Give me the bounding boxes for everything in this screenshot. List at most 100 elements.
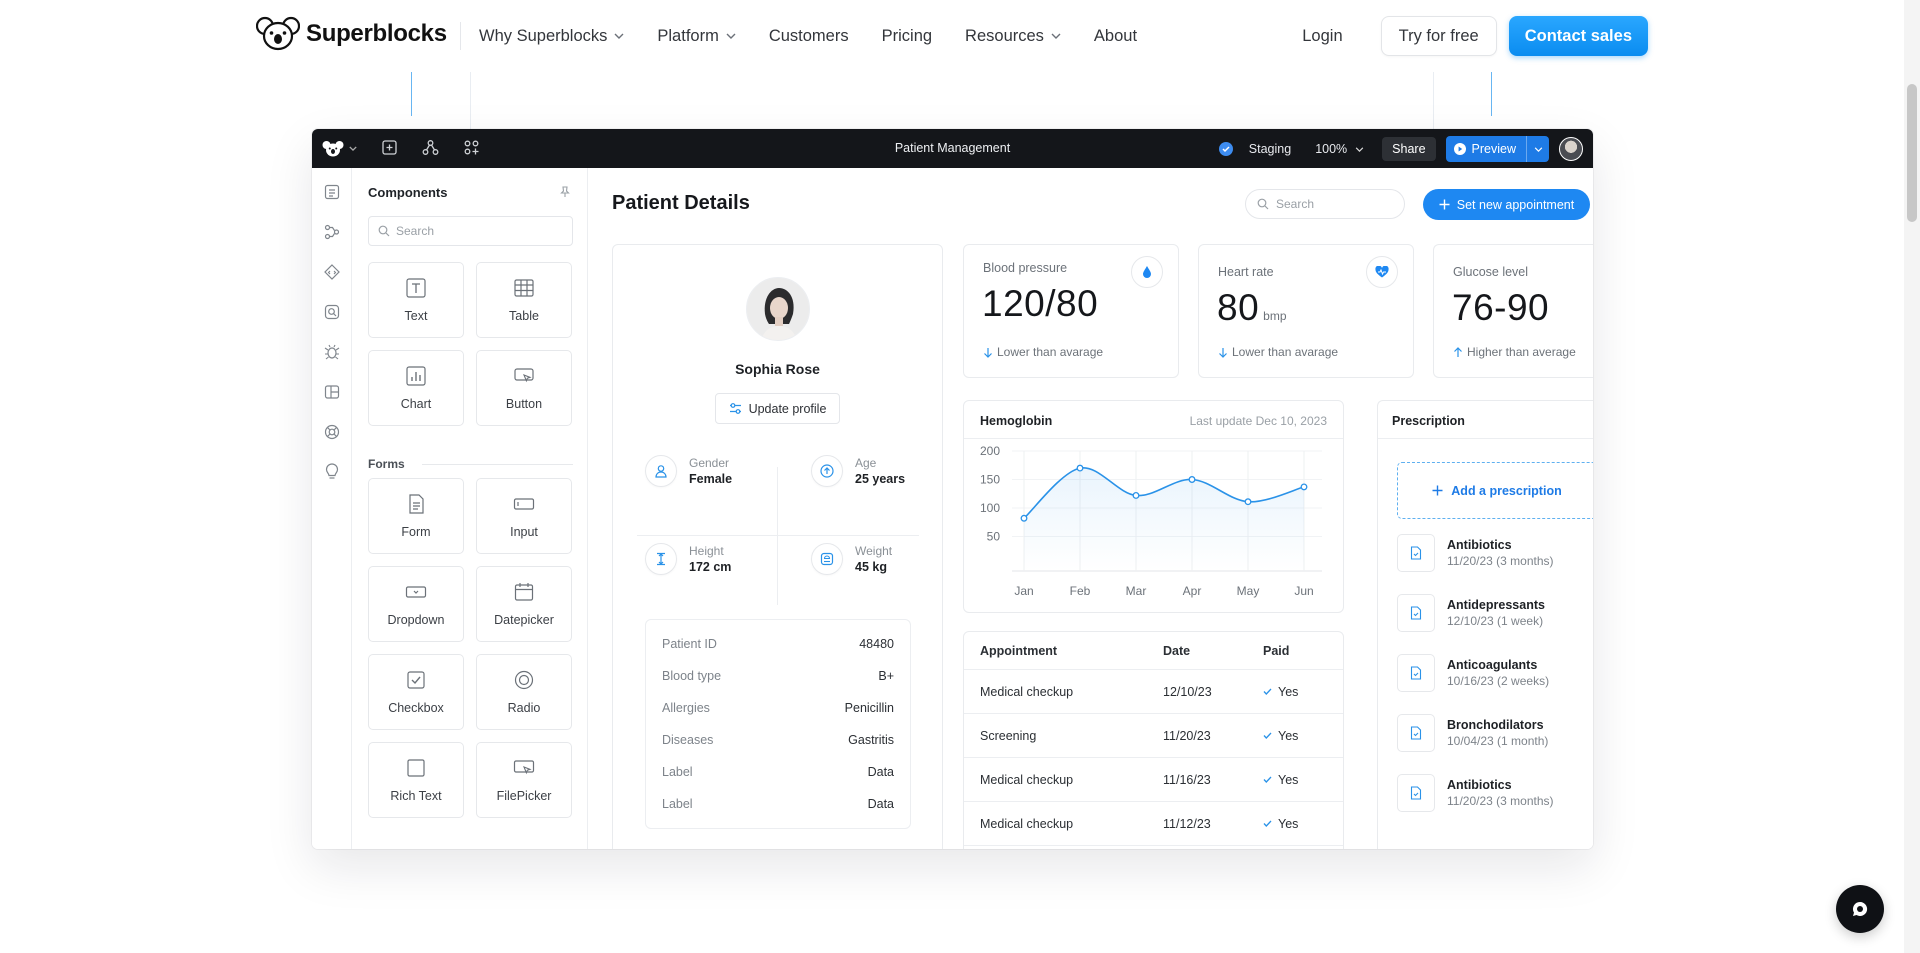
button-label: Update profile [748,401,827,416]
component-filepicker[interactable]: FilePicker [476,742,572,818]
set-new-appointment-button[interactable]: Set new appointment [1423,189,1590,220]
stats-divider [777,467,778,605]
scrollbar-thumb[interactable] [1907,84,1917,222]
add-component-icon[interactable] [381,139,398,156]
prescription-item[interactable]: Antibiotics 11/20/23 (3 months) [1397,774,1554,812]
chart-data-point [1188,476,1196,483]
preview-button-group: Preview [1445,136,1549,162]
table-row[interactable]: Medical checkup 12/10/23 Yes [964,670,1343,714]
chart-y-tick-label: 50 [987,530,1001,544]
table-row[interactable]: Screening 11/20/23 Yes [964,714,1343,758]
component-datepicker[interactable]: Datepicker [476,566,572,642]
glucose-level-card: Glucose level 76-90 Higher than average [1433,244,1593,378]
login-link[interactable]: Login [1302,26,1343,45]
nav-platform[interactable]: Platform [657,24,736,48]
try-for-free-button[interactable]: Try for free [1380,16,1497,56]
prescription-item[interactable]: Anticoagulants 10/16/23 (2 weeks) [1397,654,1549,692]
table-row[interactable]: Medical checkup 11/12/23 Yes [964,802,1343,846]
metric-label: Blood pressure [983,261,1068,275]
nav-why-superblocks[interactable]: Why Superblocks [479,24,624,48]
component-form[interactable]: Form [368,478,464,554]
column-header-date[interactable]: Date [1163,643,1191,658]
nav-pricing[interactable]: Pricing [882,24,932,48]
add-prescription-button[interactable]: Add a prescription [1397,462,1593,519]
chart-data-point [1300,483,1308,491]
pages-icon[interactable] [323,183,341,201]
theme-icon[interactable] [323,383,341,401]
info-value: Gastritis [848,733,894,747]
prescription-name: Anticoagulants [1447,658,1538,672]
cell-paid: Yes [1263,685,1298,699]
components-search-input[interactable]: Search [368,216,573,246]
prescription-item[interactable]: Antibiotics 11/20/23 (3 months) [1397,534,1554,572]
component-checkbox[interactable]: Checkbox [368,654,464,730]
pin-icon[interactable] [559,186,571,198]
prescription-detail: 10/16/23 (2 weeks) [1447,674,1550,688]
nav-resources[interactable]: Resources [965,24,1061,48]
patient-name: Sophia Rose [735,361,820,377]
search-code-icon[interactable] [323,303,341,321]
column-header-appointment[interactable]: Appointment [980,643,1058,658]
component-input[interactable]: Input [476,478,572,554]
component-rich-text[interactable]: Rich Text [368,742,464,818]
cell-paid: Yes [1263,729,1298,743]
chevron-down-icon[interactable] [349,146,357,151]
workflow-icon[interactable] [422,139,439,156]
prescription-name: Antibiotics [1447,778,1512,792]
play-icon [1453,143,1466,155]
hemoglobin-card: Hemoglobin Last update Dec 10, 2023 200 1… [963,400,1344,613]
trend-text: Lower than avarage [1232,345,1339,359]
input-icon [513,498,535,510]
stat-value: Female [689,472,733,486]
chat-launcher-button[interactable] [1836,885,1884,933]
prescription-item[interactable]: Bronchodilators 10/04/23 (1 month) [1397,714,1548,752]
component-dropdown[interactable]: Dropdown [368,566,464,642]
tile-label: Datepicker [494,613,554,627]
patient-profile-card: Sophia Rose Update profile Gender Female … [612,244,943,849]
deployed-check-icon [1218,142,1233,156]
bug-icon[interactable] [323,343,341,361]
appointments-table: Appointment Date Paid Medical checkup 12… [963,631,1344,849]
nav-about[interactable]: About [1094,24,1137,48]
height-stat: Height 172 cm [645,543,731,575]
stat-value: 45 kg [855,560,887,574]
stat-value: 172 cm [689,560,732,574]
app-title: Patient Management [894,141,1011,155]
component-table[interactable]: Table [476,262,572,338]
koala-logo-icon[interactable] [322,140,344,158]
lightbulb-icon[interactable] [323,463,341,481]
layers-icon[interactable] [323,223,341,241]
trend-text: Higher than average [1467,345,1576,359]
nav-customers[interactable]: Customers [769,24,849,48]
component-button[interactable]: Button [476,350,572,426]
environment-label[interactable]: Staging [1248,142,1292,156]
page-scrollbar[interactable] [1904,0,1920,953]
help-icon[interactable] [323,423,341,441]
user-avatar[interactable] [1559,137,1583,161]
nav-label: Resources [965,26,1044,45]
prescription-card: Prescription Add a prescription Antibiot… [1377,400,1593,849]
prescription-item[interactable]: Antidepressants 12/10/23 (1 week) [1397,594,1545,632]
component-chart[interactable]: Chart [368,350,464,426]
preview-options-button[interactable] [1527,146,1549,152]
chart-title: Hemoglobin [980,414,1053,428]
brand-logo[interactable]: Superblocks [256,16,447,52]
integrations-icon[interactable] [463,139,480,156]
checkbox-icon [407,671,425,689]
share-button[interactable]: Share [1382,137,1436,161]
zoom-select[interactable]: 100% [1315,142,1364,156]
preview-button[interactable]: Preview [1446,136,1527,162]
weight-stat: Weight 45 kg [811,543,892,575]
table-row[interactable]: Medical checkup 11/16/23 Yes [964,758,1343,802]
contact-sales-button[interactable]: Contact sales [1508,16,1648,56]
component-radio[interactable]: Radio [476,654,572,730]
decorative-line [1433,72,1434,129]
column-header-paid[interactable]: Paid [1263,643,1290,658]
card-divider [1378,438,1593,439]
update-profile-button[interactable]: Update profile [715,393,840,424]
info-row: Allergies Penicillin [662,692,894,724]
component-text[interactable]: Text [368,262,464,338]
code-icon[interactable] [323,263,341,281]
page-search-input[interactable]: Search [1245,189,1405,219]
brand-name: Superblocks [306,20,447,47]
